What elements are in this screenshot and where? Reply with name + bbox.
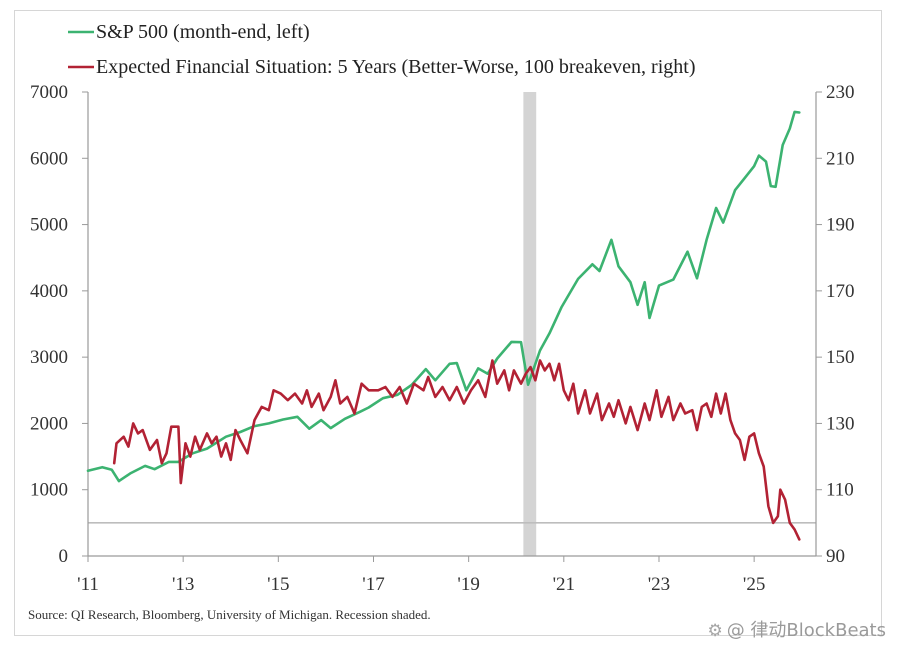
right-tick-label: 190 xyxy=(826,215,855,236)
sp500-line xyxy=(86,110,801,483)
x-tick-label: '25 xyxy=(743,574,765,595)
source-note: Source: QI Research, Bloomberg, Universi… xyxy=(28,607,431,622)
right-tick-label: 150 xyxy=(826,347,855,368)
left-tick-label: 6000 xyxy=(30,148,68,169)
watermark-icon: ⚙ xyxy=(707,621,723,641)
x-tick-label: '15 xyxy=(267,574,289,595)
watermark-text: @ 律动BlockBeats xyxy=(726,620,886,641)
right-tick-label: 130 xyxy=(826,413,855,434)
left-tick-label: 2000 xyxy=(30,413,68,434)
recession-band xyxy=(523,92,537,556)
left-tick-label: 4000 xyxy=(30,281,68,302)
x-tick-label: '23 xyxy=(648,574,670,595)
legend-label-expected-financial: Expected Financial Situation: 5 Years (B… xyxy=(96,56,696,78)
left-tick-label: 0 xyxy=(59,546,69,567)
left-tick-label: 1000 xyxy=(30,480,68,501)
watermark: ⚙ @ 律动BlockBeats xyxy=(707,616,886,642)
right-tick-label: 90 xyxy=(826,546,845,567)
left-tick-label: 3000 xyxy=(30,347,68,368)
x-tick-label: '21 xyxy=(553,574,575,595)
right-tick-label: 110 xyxy=(826,480,854,501)
expected-financial-situation-line xyxy=(112,359,801,541)
left-tick-label: 5000 xyxy=(30,215,68,236)
left-tick-label: 7000 xyxy=(30,82,68,103)
x-tick-label: '19 xyxy=(457,574,479,595)
right-tick-label: 210 xyxy=(826,148,855,169)
x-tick-label: '17 xyxy=(362,574,384,595)
legend-label-sp500: S&P 500 (month-end, left) xyxy=(96,21,310,43)
right-tick-label: 230 xyxy=(826,82,855,103)
chart-frame xyxy=(14,10,882,636)
right-tick-label: 170 xyxy=(826,281,855,302)
x-tick-label: '13 xyxy=(172,574,194,595)
x-tick-label: '11 xyxy=(77,574,99,595)
